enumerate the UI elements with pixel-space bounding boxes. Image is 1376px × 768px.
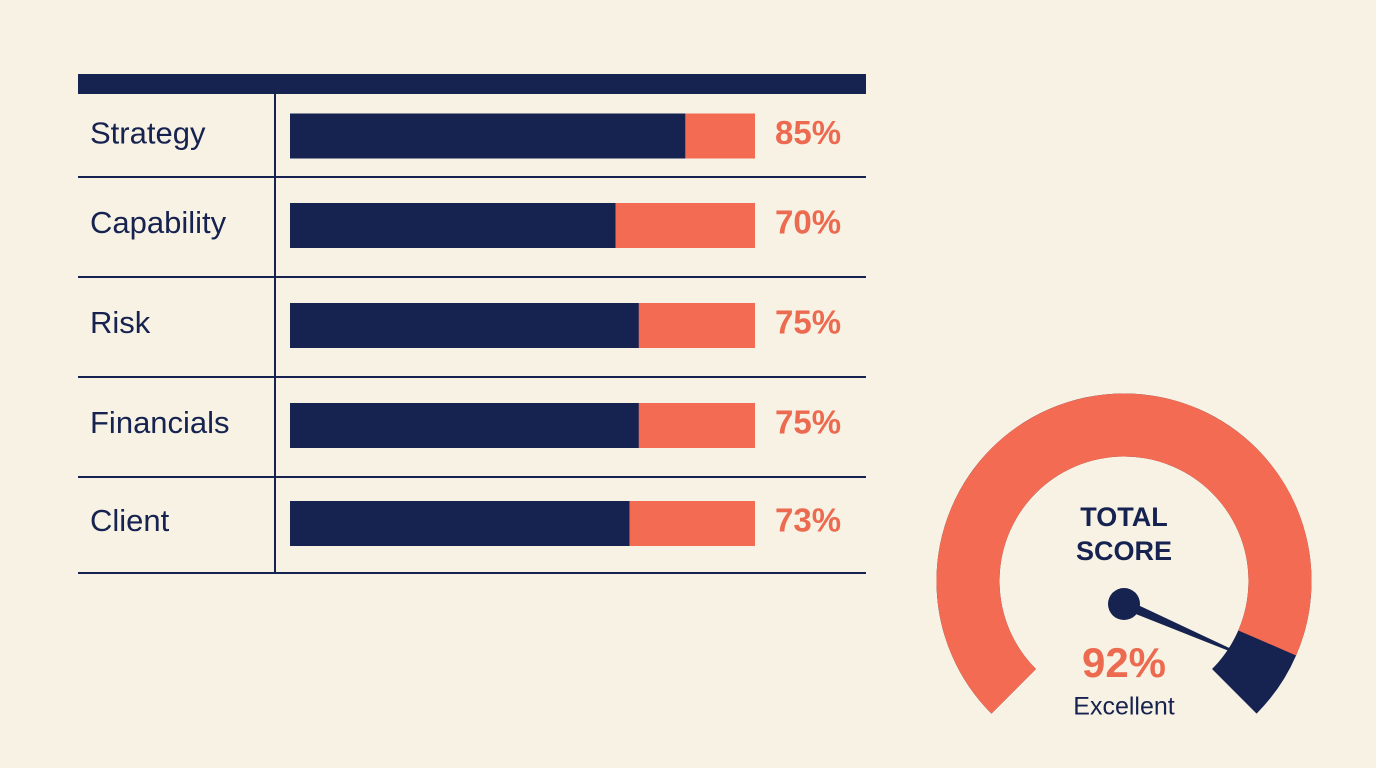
value-label: 70%	[775, 204, 841, 241]
bar	[290, 203, 616, 248]
gauge-hub	[1108, 588, 1140, 620]
value-label: 75%	[775, 404, 841, 441]
value-label: 85%	[775, 114, 841, 151]
value-label: 75%	[775, 304, 841, 341]
bar	[290, 501, 630, 546]
category-label: Strategy	[90, 116, 206, 151]
gauge-needle	[1122, 599, 1271, 668]
bar	[290, 303, 639, 348]
gauge-arc	[936, 393, 1312, 714]
category-label: Risk	[90, 305, 151, 340]
category-label: Capability	[90, 205, 227, 240]
header-bar	[78, 74, 866, 94]
gauge-title: TOTAL SCORE	[1075, 502, 1173, 566]
value-label: 73%	[775, 502, 841, 539]
gauge-label: Excellent	[1073, 693, 1174, 721]
category-label: Financials	[90, 405, 230, 440]
bar	[290, 403, 639, 448]
category-label: Client	[90, 503, 170, 538]
gauge-value-label: 92%	[1082, 639, 1166, 686]
bar	[290, 113, 686, 159]
